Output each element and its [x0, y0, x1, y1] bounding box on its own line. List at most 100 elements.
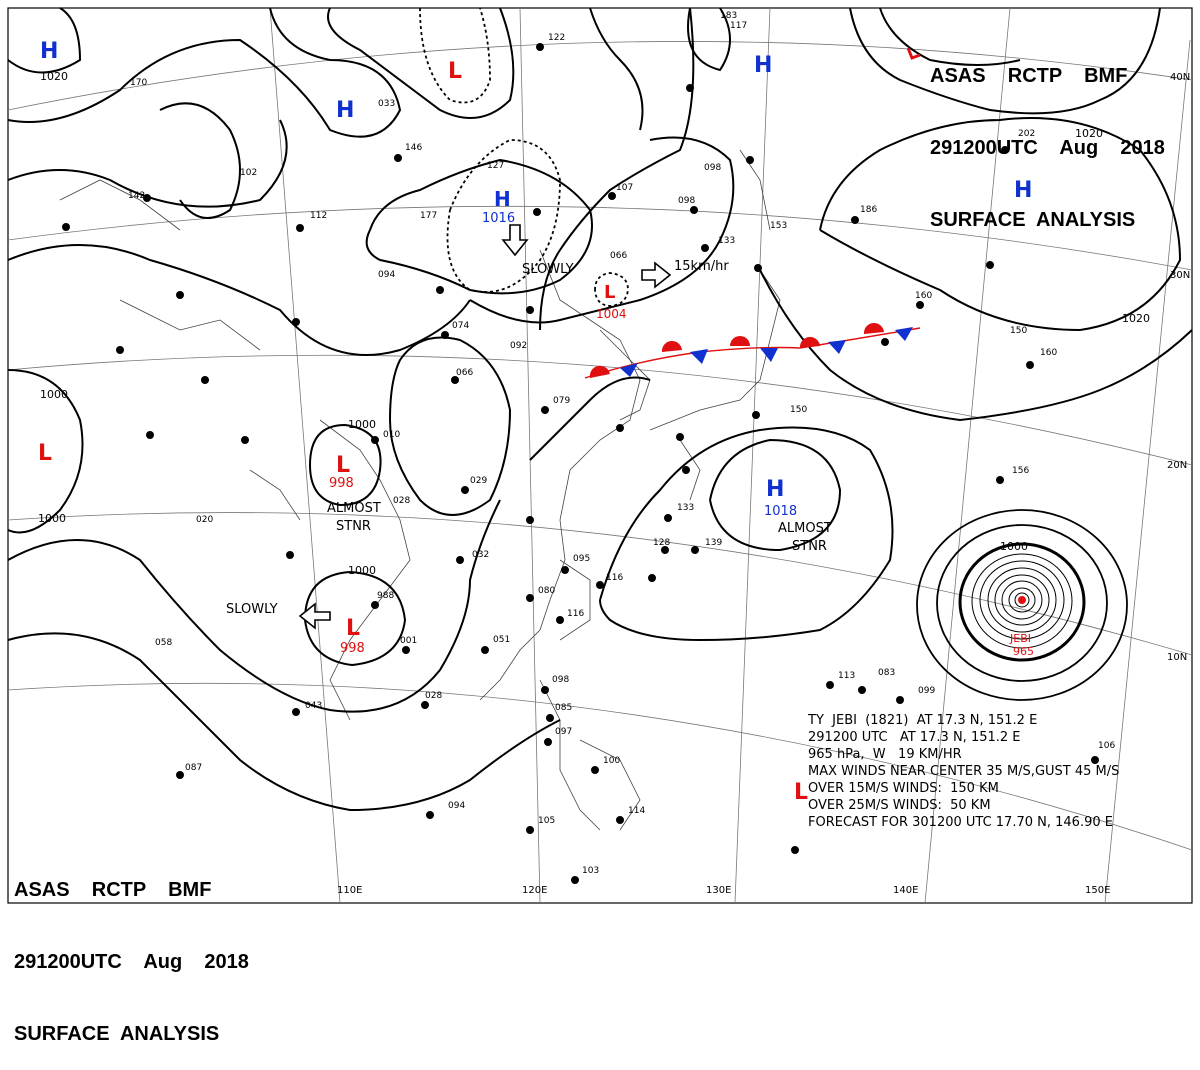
station-value: 079	[553, 396, 570, 406]
isobar-label: 1000	[40, 388, 68, 401]
typhoon-pressure: 965	[1013, 645, 1034, 658]
station-value: 146	[405, 143, 422, 153]
typhoon-info-line: MAX WINDS NEAR CENTER 35 M/S,GUST 45 M/S	[808, 764, 1120, 779]
station-value: 020	[196, 515, 213, 525]
motion-arrows	[298, 224, 672, 630]
warm-front-semicircle	[863, 322, 884, 334]
station-value: 142	[128, 191, 145, 201]
warm-front-semicircle	[661, 340, 682, 352]
dashed-isobars	[419, 7, 629, 307]
station-value: 150	[1010, 326, 1027, 336]
pressure-centers: H H H H H H 1018 L L L 1004 L 998 L 998 …	[38, 39, 1032, 805]
high-pressure-center: H	[40, 39, 58, 64]
lon-label: 140E	[893, 885, 918, 896]
arrow-right-icon	[641, 261, 672, 289]
lat-label: 30N	[1170, 270, 1190, 281]
station-value: 106	[1098, 741, 1115, 751]
station-value: 051	[493, 635, 510, 645]
station-value: 102	[240, 168, 257, 178]
cold-front-triangle	[828, 340, 846, 354]
low-symbol-icon	[906, 47, 921, 60]
annotations: SLOWLY SLOWLY 15km/hr ALMOST STNR ALMOST…	[226, 259, 832, 617]
low-pressure-center: L	[794, 780, 808, 805]
stnr-label: STNR	[792, 539, 827, 554]
station-value: 113	[838, 671, 855, 681]
station-value: 114	[628, 806, 645, 816]
station-value: 010	[383, 430, 400, 440]
isobar-label: 1020	[1075, 127, 1103, 140]
warm-front-semicircle	[730, 336, 750, 346]
lon-label: 110E	[337, 885, 362, 896]
station-value: 085	[555, 703, 572, 713]
high-pressure-center: H	[766, 477, 784, 502]
station-value: 066	[610, 251, 627, 261]
lon-label: 120E	[522, 885, 547, 896]
station-value: 153	[770, 221, 787, 231]
high-pressure-center: H	[494, 187, 511, 211]
header-title: ASAS RCTP BMF	[930, 65, 1128, 87]
station-value: 033	[378, 99, 395, 109]
station-value: 043	[305, 701, 322, 711]
station-value: 074	[452, 321, 469, 331]
station-value: 095	[573, 554, 590, 564]
typhoon-info: TY JEBI (1821) AT 17.3 N, 151.2 E 291200…	[808, 712, 1119, 831]
station-value: 083	[878, 668, 895, 678]
high-pressure-center: H	[336, 98, 354, 123]
station-value: 028	[393, 496, 410, 506]
longitude-lines	[269, 7, 1191, 904]
high-pressure-center: H	[754, 53, 772, 78]
cold-front-triangle	[760, 348, 778, 362]
station-value: 098	[552, 675, 569, 685]
speed-label: 15km/hr	[674, 259, 729, 274]
coastlines	[59, 149, 781, 831]
isobar-labels: 1020 1000 1000 1000 1016 1020 1020 1000 …	[38, 70, 1150, 577]
stnr-label: STNR	[336, 519, 371, 534]
station-value: 001	[400, 636, 417, 646]
station-value: 133	[718, 236, 735, 246]
station-value: 177	[420, 211, 437, 221]
stnr-label: ALMOST	[778, 521, 832, 536]
arrow-left-icon	[298, 602, 331, 630]
station-value: 117	[730, 21, 747, 31]
station-value: 150	[790, 405, 807, 415]
station-value: 116	[567, 609, 584, 619]
typhoon-name: JEBI	[1009, 632, 1031, 645]
weather-map: 122 098 107 098 133 153 186 066 094 074 …	[7, 7, 1193, 904]
cold-front-triangle	[895, 327, 913, 341]
station-value: 156	[1012, 466, 1029, 476]
typhoon-info-line: FORECAST FOR 301200 UTC 17.70 N, 146.90 …	[808, 815, 1113, 830]
station-value: 098	[704, 163, 721, 173]
station-value: 122	[548, 33, 565, 43]
typhoon-info-line: OVER 25M/S WINDS: 50 KM	[808, 798, 991, 813]
low-pressure-center: L	[604, 282, 615, 303]
warm-front-semicircle	[589, 365, 610, 378]
slowly-label: SLOWLY	[226, 602, 278, 617]
low-pressure-center: L	[336, 453, 350, 478]
low-pressure-value: 1004	[596, 307, 627, 321]
station-value: 058	[155, 638, 172, 648]
high-pressure-center: H	[1014, 178, 1032, 203]
station-value: 092	[510, 341, 527, 351]
station-value: 105	[538, 816, 555, 826]
header-time: 291200UTC Aug 2018	[930, 137, 1165, 159]
station-value: 066	[456, 368, 473, 378]
footer-title: ASAS RCTP BMF	[14, 879, 212, 901]
isobar-label: 1020	[1122, 312, 1150, 325]
station-value: 170	[130, 78, 147, 88]
station-markers	[62, 43, 1099, 884]
typhoon-info-line: TY JEBI (1821) AT 17.3 N, 151.2 E	[808, 713, 1038, 728]
station-value: 094	[378, 270, 395, 280]
station-value: 112	[310, 211, 327, 221]
lat-label: 40N	[1170, 72, 1190, 83]
grid-labels: 110E 120E 130E 140E 150E 40N 30N 20N 10N	[337, 72, 1190, 896]
isobar-label: 1000	[1000, 540, 1028, 553]
station-value: 988	[377, 591, 394, 601]
station-value: 107	[616, 183, 633, 193]
low-pressure-value: 998	[340, 641, 365, 656]
station-value: 127	[487, 161, 504, 171]
low-pressure-center: L	[346, 616, 360, 641]
footer-subtitle: SURFACE ANALYSIS	[14, 1023, 220, 1045]
slowly-label: SLOWLY	[522, 262, 574, 277]
stnr-label: ALMOST	[327, 501, 381, 516]
station-value: 186	[860, 205, 877, 215]
